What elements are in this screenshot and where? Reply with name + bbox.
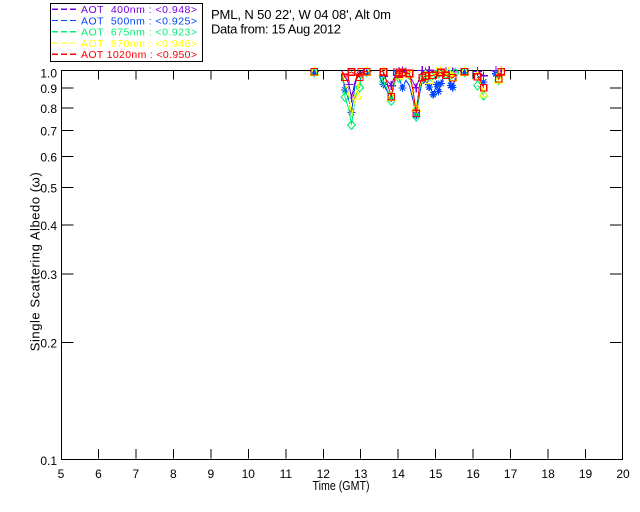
svg-text:1.0: 1.0 xyxy=(40,67,57,81)
svg-text:11: 11 xyxy=(280,467,293,481)
svg-text:12: 12 xyxy=(317,467,331,481)
svg-text:17: 17 xyxy=(504,467,518,481)
svg-text:AOT 1020nm : <0.950>: AOT 1020nm : <0.950> xyxy=(81,49,197,61)
svg-text:0.9: 0.9 xyxy=(40,82,57,96)
svg-text:AOT 500nm : <0.925>: AOT 500nm : <0.925> xyxy=(81,15,197,27)
svg-text:15: 15 xyxy=(429,467,443,481)
svg-text:16: 16 xyxy=(466,467,480,481)
svg-text:14: 14 xyxy=(392,467,406,481)
svg-text:Single Scattering Albedo (ω): Single Scattering Albedo (ω) xyxy=(28,172,43,351)
svg-text:0.4: 0.4 xyxy=(40,219,57,233)
svg-text:6: 6 xyxy=(95,467,102,481)
svg-text:18: 18 xyxy=(541,467,555,481)
svg-text:Time (GMT): Time (GMT) xyxy=(313,478,370,493)
svg-text:7: 7 xyxy=(133,467,140,481)
svg-text:19: 19 xyxy=(579,467,593,481)
svg-text:0.3: 0.3 xyxy=(40,268,57,282)
svg-text:0.8: 0.8 xyxy=(40,102,57,116)
svg-text:9: 9 xyxy=(208,467,215,481)
svg-text:0.7: 0.7 xyxy=(40,124,57,138)
svg-text:AOT 675nm : <0.923>: AOT 675nm : <0.923> xyxy=(81,27,197,39)
svg-text:AOT 870nm : <0.946>: AOT 870nm : <0.946> xyxy=(81,38,197,50)
svg-text:5: 5 xyxy=(58,467,65,481)
svg-text:0.5: 0.5 xyxy=(40,181,57,195)
svg-text:AOT 400nm : <0.948>: AOT 400nm : <0.948> xyxy=(81,4,197,16)
svg-text:10: 10 xyxy=(242,467,256,481)
svg-text:Data from: 15 Aug 2012: Data from: 15 Aug 2012 xyxy=(211,21,341,36)
svg-text:13: 13 xyxy=(354,467,368,481)
svg-text:PML, N 50 22', W 04 08', Alt 0: PML, N 50 22', W 04 08', Alt 0m xyxy=(211,7,391,22)
svg-text:0.6: 0.6 xyxy=(40,151,57,165)
svg-text:0.2: 0.2 xyxy=(40,337,57,351)
svg-text:8: 8 xyxy=(170,467,177,481)
svg-text:20: 20 xyxy=(616,467,630,481)
svg-text:0.1: 0.1 xyxy=(40,454,57,468)
